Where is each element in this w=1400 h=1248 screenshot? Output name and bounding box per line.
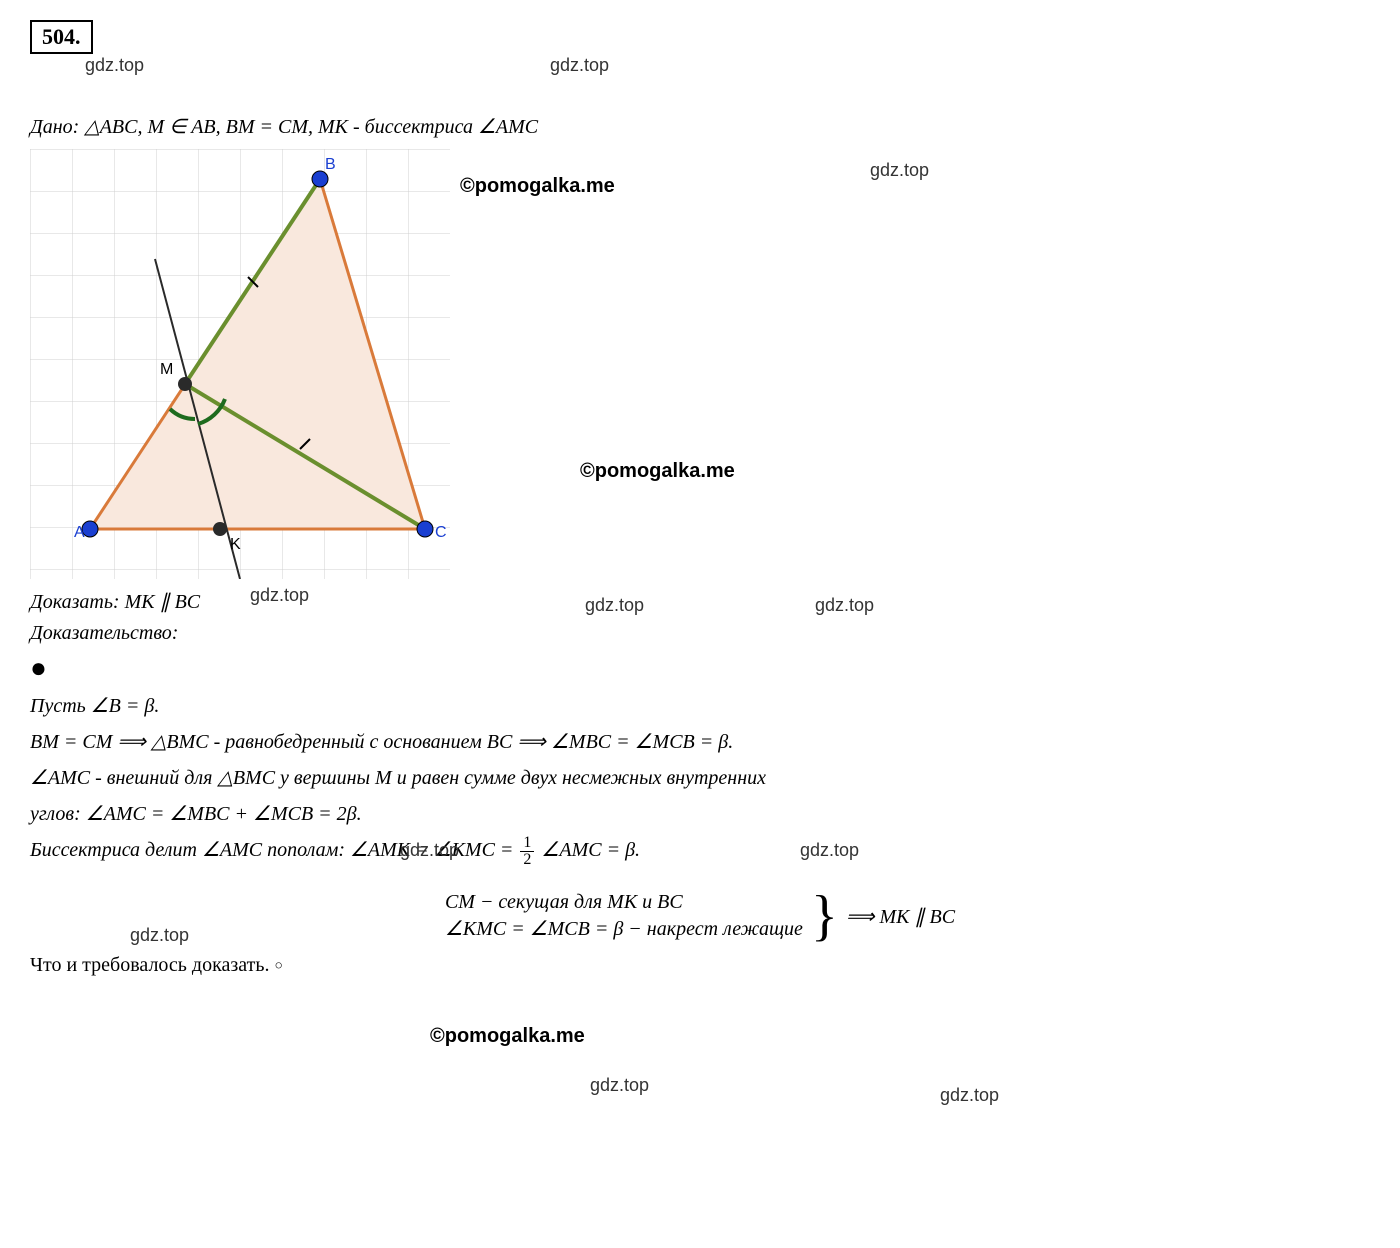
final-line-2: ∠KMC = ∠MCB = β − накрест лежащие bbox=[445, 916, 803, 941]
bullet-icon: ● bbox=[30, 653, 1370, 685]
diagram-svg: A B C M K bbox=[30, 149, 450, 579]
problem-number-box: 504. bbox=[30, 20, 93, 54]
proof-line-1: Пусть ∠B = β. bbox=[30, 691, 1370, 721]
implies-text: ⟹ MK ∥ BC bbox=[846, 904, 955, 929]
fraction-half: 1 2 bbox=[520, 835, 534, 868]
proof-label: Доказательство: bbox=[30, 622, 1370, 645]
prove-label: Доказать: bbox=[30, 591, 120, 613]
proof-line-2-text: BM = CM ⟹ △BMC - равнобедренный с основа… bbox=[30, 731, 733, 753]
watermark-gdz: gdz.top bbox=[940, 1085, 999, 1106]
proof-line-5a: Биссектриса делит ∠AMC пополам: ∠AMK = ∠… bbox=[30, 839, 518, 861]
proof-line-1-text: Пусть ∠B = β. bbox=[30, 695, 159, 717]
final-line-1: CM − секущая для MK и BC bbox=[445, 891, 803, 914]
given-label: Дано: bbox=[30, 116, 79, 138]
svg-text:B: B bbox=[325, 156, 336, 173]
problem-number: 504 bbox=[42, 24, 75, 49]
frac-num: 1 bbox=[520, 835, 534, 852]
proof-line-3-text: ∠AMC - внешний для △BMC у вершины M и ра… bbox=[30, 767, 766, 789]
svg-text:A: A bbox=[74, 524, 85, 541]
proof-line-3: ∠AMC - внешний для △BMC у вершины M и ра… bbox=[30, 763, 1370, 793]
proof-line-5: Биссектриса делит ∠AMC пополам: ∠AMK = ∠… bbox=[30, 835, 1370, 868]
qed-text: Что и требовалось доказать. bbox=[30, 954, 270, 976]
qed-circle-icon: ○ bbox=[275, 958, 283, 973]
svg-text:M: M bbox=[160, 361, 173, 378]
watermark-pomogalka: ©pomogalka.me bbox=[580, 460, 735, 483]
proof-line-2: BM = CM ⟹ △BMC - равнобедренный с основа… bbox=[30, 727, 1370, 757]
frac-den: 2 bbox=[520, 852, 534, 868]
prove-line: Доказать: MK ∥ BC bbox=[30, 589, 1370, 614]
given-text: △ABC, M ∈ AB, BM = CM, MK - биссектриса … bbox=[84, 116, 538, 138]
given-line: Дано: △ABC, M ∈ AB, BM = CM, MK - биссек… bbox=[30, 114, 1370, 139]
geometry-diagram: A B C M K bbox=[30, 149, 450, 579]
watermark-gdz: gdz.top bbox=[870, 160, 929, 181]
watermark-gdz: gdz.top bbox=[590, 1075, 649, 1096]
right-brace-icon: } bbox=[811, 888, 838, 944]
watermark-pomogalka: ©pomogalka.me bbox=[460, 175, 615, 198]
proof-line-5b: ∠AMC = β. bbox=[541, 839, 640, 861]
qed-line: Что и требовалось доказать. ○ bbox=[30, 954, 1370, 977]
watermark-gdz: gdz.top bbox=[550, 55, 609, 76]
prove-text: MK ∥ BC bbox=[125, 591, 201, 613]
proof-line-4-text: углов: ∠AMC = ∠MBC + ∠MCB = 2β. bbox=[30, 803, 362, 825]
watermark-gdz: gdz.top bbox=[85, 55, 144, 76]
svg-text:C: C bbox=[435, 524, 447, 541]
final-implication: CM − секущая для MK и BC ∠KMC = ∠MCB = β… bbox=[30, 888, 1370, 944]
proof-line-4: углов: ∠AMC = ∠MBC + ∠MCB = 2β. bbox=[30, 799, 1370, 829]
brace-content: CM − секущая для MK и BC ∠KMC = ∠MCB = β… bbox=[445, 889, 803, 943]
watermark-pomogalka: ©pomogalka.me bbox=[430, 1025, 585, 1048]
proof-body: Пусть ∠B = β. BM = CM ⟹ △BMC - равнобедр… bbox=[30, 691, 1370, 868]
svg-text:K: K bbox=[230, 536, 241, 553]
